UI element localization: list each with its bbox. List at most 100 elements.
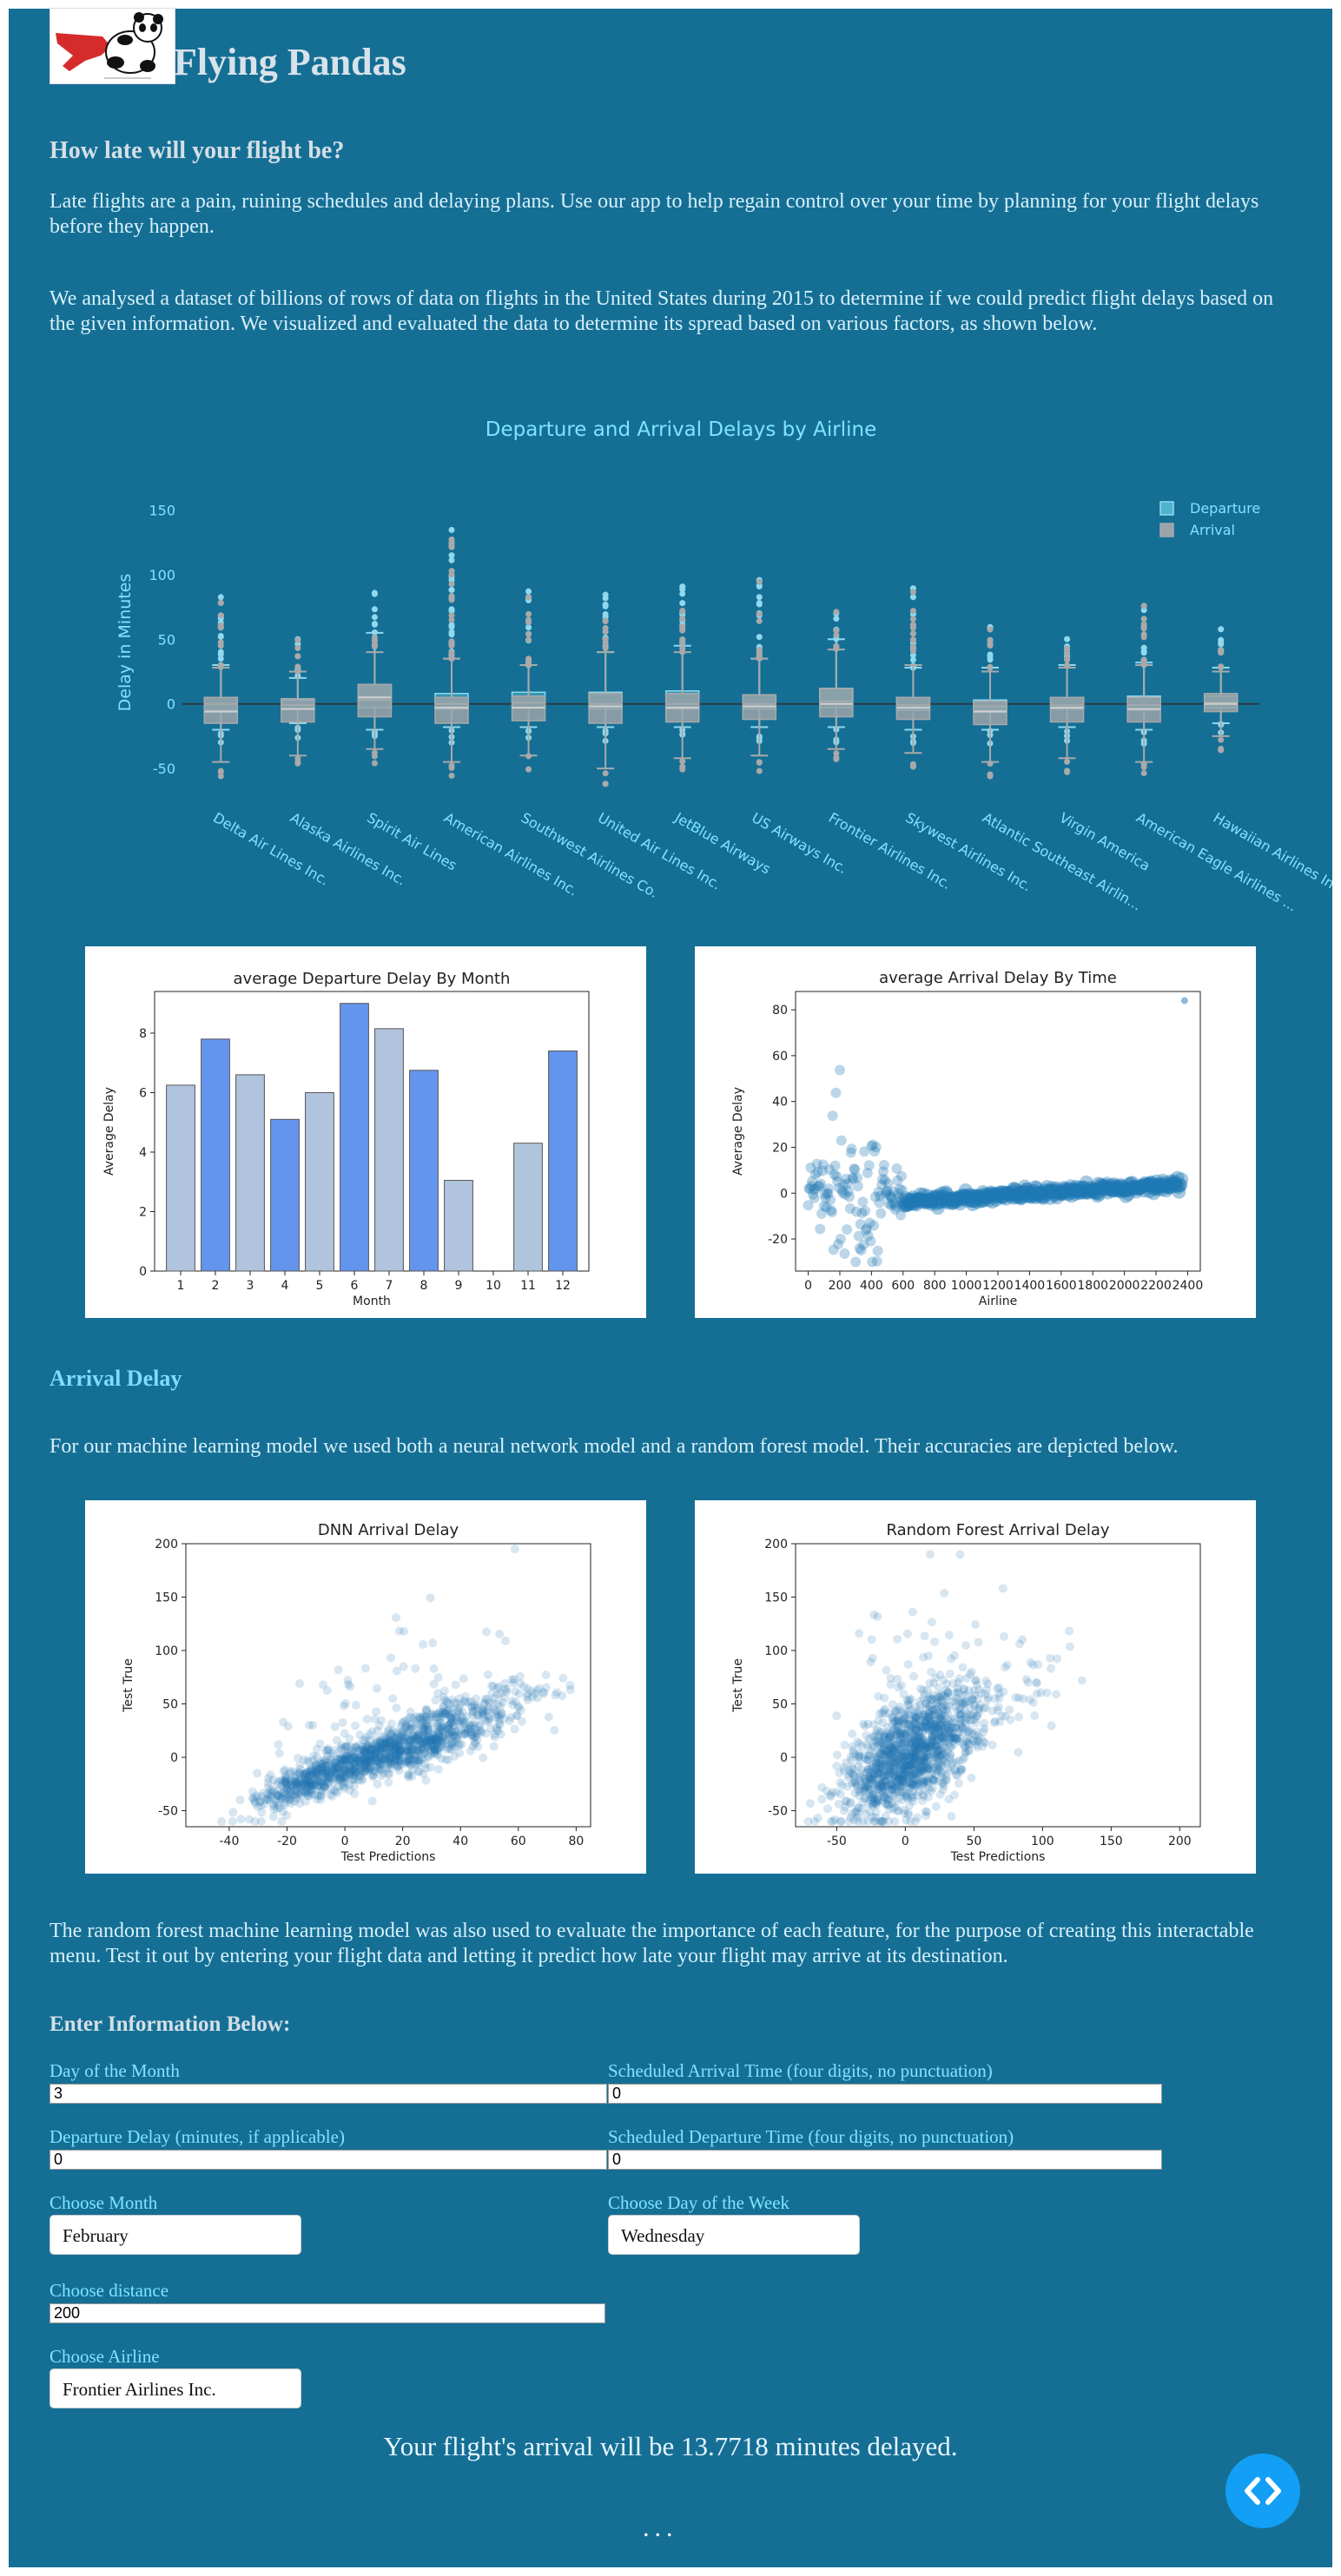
time-scatter-point <box>871 1255 882 1267</box>
rf-scatter-point <box>880 1750 889 1760</box>
box-outlier <box>909 643 916 650</box>
dnn-scatter-point <box>444 1720 453 1729</box>
dnn-scatter-point <box>450 1697 459 1707</box>
rf-scatter-point <box>888 1785 897 1795</box>
dnn-scatter-point <box>344 1769 353 1778</box>
rf-scatter-point <box>921 1752 930 1762</box>
dnn-scatter-point <box>349 1753 359 1762</box>
dnn-scatter-point <box>420 1720 430 1729</box>
rf-scatter-point <box>974 1709 984 1718</box>
dnn-scatter-point <box>413 1747 423 1756</box>
rf-scatter-point <box>961 1716 970 1725</box>
dnn-scatter-point <box>404 1737 413 1747</box>
rf-scatter-point <box>889 1782 899 1792</box>
rf-scatter-xtick-label: 200 <box>1168 1835 1192 1848</box>
dnn-scatter-point <box>340 1750 350 1760</box>
bar-rect <box>235 1074 265 1272</box>
dnn-scatter-point <box>417 1744 426 1754</box>
rf-scatter-point <box>924 1722 934 1731</box>
dnn-scatter-point <box>350 1757 360 1767</box>
rf-scatter-point <box>957 1765 967 1775</box>
dnn-scatter-point <box>447 1727 457 1736</box>
rf-scatter-point <box>929 1720 939 1729</box>
dnn-scatter-point <box>228 1808 238 1817</box>
rf-scatter-point <box>915 1762 924 1772</box>
dnn-scatter-point <box>348 1752 358 1762</box>
dnn-scatter-point <box>360 1761 369 1770</box>
time-scatter-point <box>890 1201 902 1212</box>
month-select[interactable]: February <box>50 2215 301 2255</box>
rf-scatter-point <box>849 1772 859 1782</box>
dnn-scatter-point <box>370 1715 380 1724</box>
rf-scatter-point <box>928 1716 938 1726</box>
dnn-scatter-point <box>341 1755 351 1764</box>
dnn-scatter-point <box>429 1725 439 1735</box>
boxplot-category-label: Southwest Airlines Co. <box>519 809 662 901</box>
dnn-scatter-point <box>428 1736 438 1745</box>
box-outlier <box>756 578 763 585</box>
dnn-scatter-point <box>309 1768 319 1777</box>
rf-scatter-point <box>899 1764 908 1774</box>
dnn-scatter-point <box>333 1763 342 1773</box>
rf-scatter-point <box>872 1800 882 1809</box>
dnn-scatter-point <box>399 1730 408 1740</box>
dnn-scatter-point <box>306 1781 315 1790</box>
rf-scatter-point <box>885 1739 895 1749</box>
dnn-scatter-point <box>509 1675 519 1684</box>
time-scatter-point <box>1167 1178 1182 1193</box>
departure-delay-input[interactable]: 0 <box>50 2150 607 2170</box>
time-scatter-point <box>855 1218 866 1229</box>
dnn-scatter-point <box>455 1716 465 1725</box>
time-scatter-point <box>858 1239 869 1250</box>
dnn-scatter-point <box>400 1723 410 1733</box>
rf-scatter-point <box>955 1734 965 1743</box>
dnn-scatter-point <box>310 1780 320 1789</box>
dnn-scatter-point <box>391 1743 400 1753</box>
dnn-scatter-point <box>469 1733 479 1743</box>
dnn-scatter-point <box>351 1701 360 1710</box>
dnn-scatter-point <box>308 1756 318 1765</box>
rf-scatter-point <box>899 1718 908 1728</box>
airline-delay-boxplot[interactable]: Departure and Arrival Delays by Airline D… <box>9 382 1341 920</box>
dnn-scatter-point <box>268 1787 278 1796</box>
dnn-scatter-point <box>340 1756 350 1765</box>
rf-scatter-point <box>900 1808 909 1818</box>
day-of-month-input[interactable]: 3 <box>50 2084 607 2104</box>
time-scatter-point <box>930 1201 945 1216</box>
rf-scatter-point <box>1034 1660 1043 1670</box>
code-toggle-button[interactable] <box>1225 2454 1300 2528</box>
rf-scatter-point <box>925 1706 935 1716</box>
weekday-select[interactable]: Wednesday <box>608 2215 860 2255</box>
dnn-scatter-point <box>217 1816 227 1826</box>
rf-scatter-point <box>1002 1660 1012 1670</box>
rf-scatter-point <box>911 1752 921 1762</box>
rf-scatter-point <box>939 1733 948 1743</box>
time-scatter-point <box>991 1188 1005 1202</box>
rf-scatter-point <box>955 1756 964 1765</box>
scheduled-departure-input[interactable]: 0 <box>608 2150 1162 2170</box>
rf-scatter-point <box>938 1691 948 1701</box>
distance-input[interactable]: 200 <box>50 2303 605 2323</box>
rf-scatter-point <box>903 1810 913 1820</box>
dnn-scatter-point <box>317 1778 327 1788</box>
rf-scatter-point <box>881 1757 890 1767</box>
dnn-scatter-point <box>427 1746 437 1756</box>
rf-scatter-point <box>893 1787 902 1796</box>
rf-scatter-point <box>878 1789 888 1798</box>
dnn-scatter-point <box>508 1700 518 1710</box>
rf-scatter-point <box>865 1807 875 1816</box>
dnn-scatter-point <box>403 1722 413 1731</box>
scheduled-arrival-input[interactable]: 0 <box>608 2084 1162 2104</box>
dnn-scatter-point <box>346 1756 355 1765</box>
time-scatter-point <box>1134 1178 1149 1193</box>
dnn-scatter-point <box>292 1782 301 1791</box>
dnn-scatter-point <box>359 1745 368 1755</box>
rf-scatter-point <box>928 1710 937 1719</box>
dnn-scatter-point <box>263 1794 273 1803</box>
boxplot-category-label: United Air Lines Inc. <box>595 809 723 893</box>
rf-scatter-point <box>950 1714 960 1723</box>
dnn-scatter-point <box>407 1731 417 1741</box>
airline-select[interactable]: Frontier Airlines Inc. <box>50 2368 301 2408</box>
dnn-scatter-point <box>461 1691 471 1701</box>
rf-scatter-point <box>923 1792 933 1802</box>
